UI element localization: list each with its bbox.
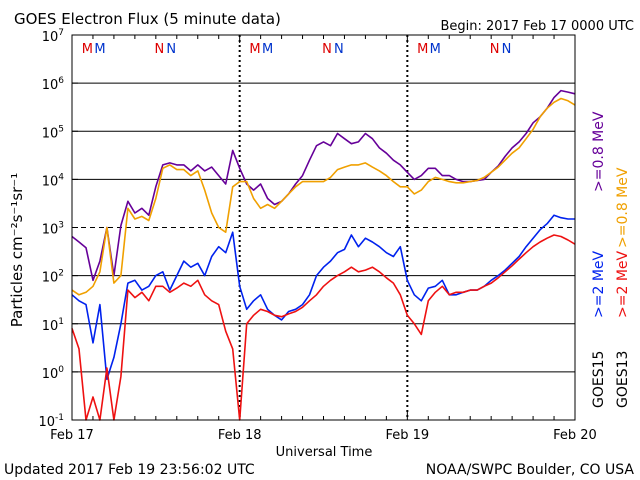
- y-tick-label: 106: [42, 76, 65, 93]
- marker-label: N: [490, 42, 500, 57]
- series-line: [71, 234, 576, 421]
- credit: NOAA/SWPC Boulder, CO USA: [426, 462, 635, 478]
- marker-label: M: [430, 42, 441, 57]
- y-tick-label: 107: [42, 28, 64, 45]
- marker-label: N: [334, 42, 344, 57]
- y-tick-label: 103: [42, 221, 64, 238]
- y-tick-label: 104: [42, 172, 65, 189]
- y-tick-label: 102: [42, 269, 64, 286]
- grid: [71, 35, 576, 420]
- legend-satellite-goes15: GOES15: [591, 351, 607, 408]
- series-line: [71, 97, 576, 296]
- x-axis-label: Universal Time: [276, 445, 373, 460]
- legend-goes15-0.8: >=0.8 MeV: [591, 111, 607, 192]
- y-tick-label: 105: [42, 124, 64, 141]
- marker-label: N: [502, 42, 512, 57]
- legend: >=0.8 MeV >=0.8 MeV >=2 MeV >=2 MeV GOES15 GO…: [591, 111, 631, 408]
- y-tick-label: 10-1: [38, 413, 64, 430]
- y-tick-label: 101: [42, 317, 64, 334]
- x-axis-ticks: Feb 17 Feb 18 Feb 19 Feb 20: [50, 428, 597, 443]
- series-line: [71, 214, 575, 381]
- marker-label: N: [154, 42, 164, 57]
- y-axis-label: Particles cm⁻²s⁻¹sr⁻¹: [8, 173, 26, 327]
- legend-goes13-0.8: >=0.8 MeV: [615, 167, 631, 248]
- y-axis-ticks: 10-1 100 101 102 103 104 105 106 107: [38, 28, 78, 430]
- x-tick-label: Feb 18: [218, 428, 262, 443]
- x-tick-label: Feb 20: [553, 428, 597, 443]
- marker-label: M: [249, 42, 260, 57]
- flux-series: [71, 89, 576, 421]
- marker-label: N: [166, 42, 176, 57]
- updated-time: Updated 2017 Feb 19 23:56:02 UTC: [4, 462, 255, 478]
- marker-label: M: [82, 42, 93, 57]
- legend-goes15-2: >=2 MeV: [591, 250, 607, 318]
- begin-time: Begin: 2017 Feb 17 0000 UTC: [440, 19, 634, 34]
- y-tick-label: 100: [42, 365, 65, 382]
- x-tick-label: Feb 19: [385, 428, 429, 443]
- marker-label: N: [322, 42, 332, 57]
- series-line: [71, 89, 576, 282]
- marker-label: M: [94, 42, 105, 57]
- x-tick-label: Feb 17: [50, 428, 94, 443]
- legend-satellite-goes13: GOES13: [615, 351, 631, 408]
- marker-label: M: [417, 42, 428, 57]
- marker-label: M: [262, 42, 273, 57]
- chart-title: GOES Electron Flux (5 minute data): [14, 10, 281, 28]
- legend-goes13-2: >=2 MeV: [615, 250, 631, 318]
